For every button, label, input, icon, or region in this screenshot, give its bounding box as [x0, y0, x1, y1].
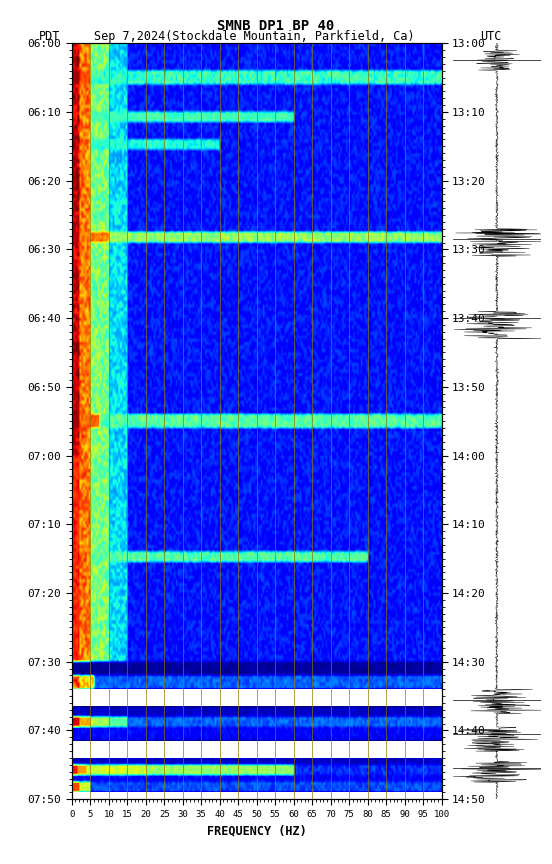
Bar — [72, 792, 442, 799]
Bar — [72, 689, 442, 707]
Text: PDT: PDT — [39, 30, 60, 43]
X-axis label: FREQUENCY (HZ): FREQUENCY (HZ) — [207, 824, 306, 837]
Text: SMNB DP1 BP 40: SMNB DP1 BP 40 — [217, 19, 335, 33]
Text: Sep 7,2024(Stockdale Mountain, Parkfield, Ca): Sep 7,2024(Stockdale Mountain, Parkfield… — [94, 30, 414, 43]
Bar — [72, 740, 442, 754]
Text: UTC: UTC — [480, 30, 502, 43]
Bar — [72, 754, 442, 758]
